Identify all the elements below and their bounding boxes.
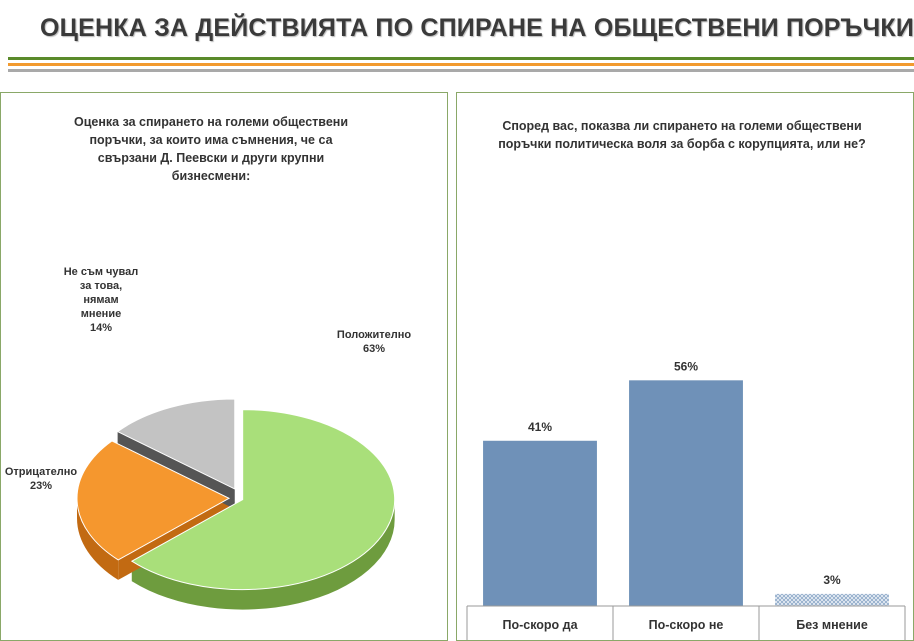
page-title: ОЦЕНКА ЗА ДЕЙСТВИЯТА ПО СПИРАНЕ НА ОБЩЕС… [40,14,914,42]
x-tick-label: По-скоро да [502,618,578,632]
pie-label-positive: Положително 63% [337,329,411,355]
bar-chart-panel: Според вас, показва ли спирането на голе… [456,92,914,641]
bar [629,380,743,606]
pie-slice [116,398,236,490]
pie-chart: Положително 63% Отрицателно 23% Не съм чувал… [5,266,411,610]
bar-chart-title: Според вас, показва ли спирането на голе… [498,119,866,151]
pie-slice [130,409,396,591]
x-tick-label: Без мнение [796,618,868,632]
pie-label-negative: Отрицателно 23% [5,466,78,492]
bar [483,440,597,606]
bar [775,593,889,606]
pie-chart-panel: Оценка за спирането на големи обществени… [0,92,448,641]
pie-slice [76,440,231,561]
x-tick-label: По-скоро не [649,618,724,632]
header-rule-gray [8,69,914,72]
bar-chart: 41% По-скоро да 56% По-скоро не 3% Без мнение [466,359,906,640]
header-rule-orange [8,63,914,66]
pie-label-no-opinion: Не съм чувал за това, нямам мнение 14% [64,266,139,334]
bar-value-label: 41% [528,420,552,434]
header-rule-green [8,57,914,60]
bar-value-label: 56% [674,359,698,373]
pie-chart-title: Оценка за спирането на големи обществени… [73,115,349,183]
bar-value-label: 3% [823,573,841,587]
